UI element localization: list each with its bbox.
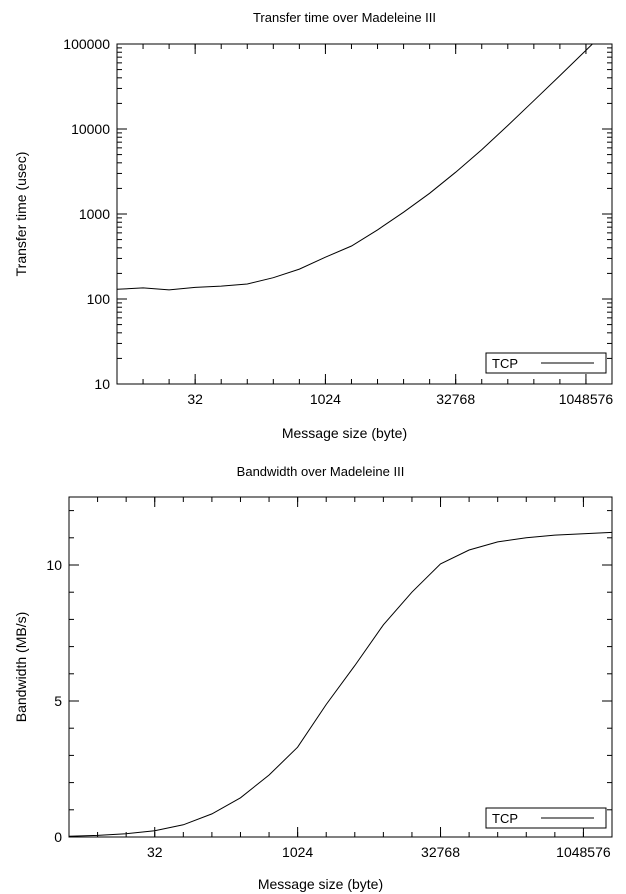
- x-tick-label: 32: [187, 391, 203, 407]
- x-axis-label: Message size (byte): [282, 425, 407, 441]
- legend-label: TCP: [492, 811, 518, 826]
- y-tick-label: 0: [54, 829, 62, 845]
- x-axis-label: Message size (byte): [258, 876, 383, 892]
- y-tick-label: 1000: [79, 206, 110, 222]
- chart-1: 32 1024 32768 1048576 10 100 1000 10000 100000 Tr…: [13, 10, 613, 441]
- x-tick-label: 1048576: [559, 391, 614, 407]
- chart-2: 32 1024 32768 1048576 0 5 10 Bandwidth over Mad…: [13, 464, 613, 892]
- series-line-tcp: [117, 44, 594, 291]
- x-tick-label: 1048576: [556, 844, 611, 860]
- y-tick-label: 10000: [71, 121, 110, 137]
- y-tick-label: 10: [46, 557, 62, 573]
- y-tick-label: 100000: [63, 36, 110, 52]
- chart-title: Bandwidth over Madeleine III: [237, 464, 405, 479]
- legend-label: TCP: [492, 356, 518, 371]
- series-line-tcp: [69, 531, 612, 837]
- y-tick-label: 10: [94, 376, 110, 392]
- y-tick-label: 100: [87, 291, 111, 307]
- y-axis-label: Bandwidth (MB/s): [13, 612, 29, 722]
- plot-frame: [116, 43, 613, 385]
- y-tick-label: 5: [54, 693, 62, 709]
- plot-frame: [68, 496, 613, 838]
- x-tick-label: 32768: [436, 391, 475, 407]
- y-axis-label: Transfer time (usec): [13, 152, 29, 277]
- x-tick-label: 32768: [421, 844, 460, 860]
- legend: TCP: [485, 352, 607, 374]
- chart-title: Transfer time over Madeleine III: [253, 10, 436, 25]
- legend: TCP: [485, 807, 607, 829]
- x-tick-label: 1024: [282, 844, 313, 860]
- x-tick-label: 1024: [310, 391, 341, 407]
- x-tick-label: 32: [147, 844, 163, 860]
